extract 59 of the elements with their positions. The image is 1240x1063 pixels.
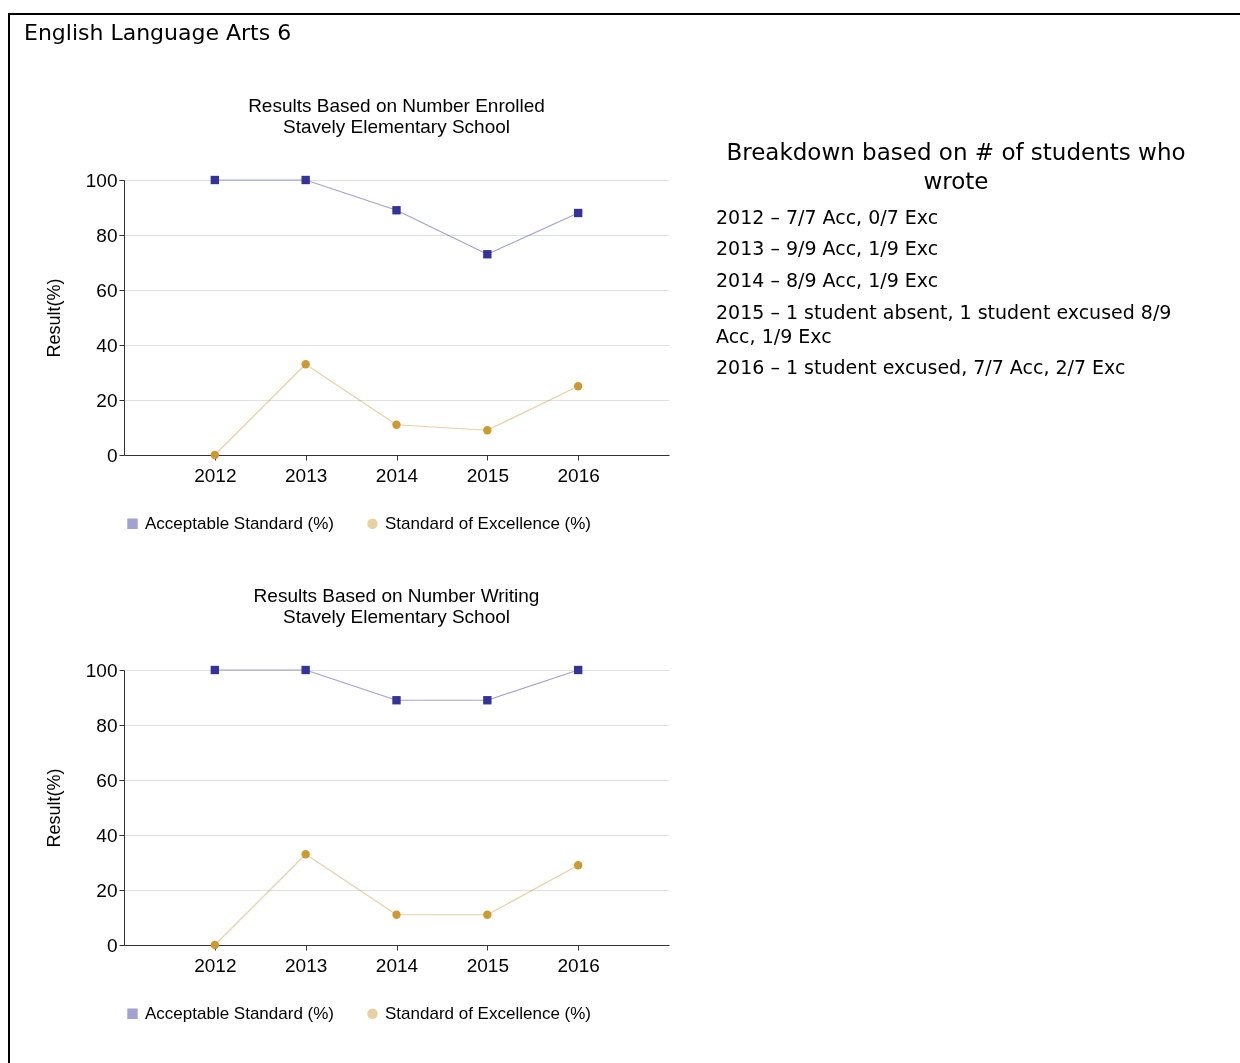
x-tick-label: 2012 bbox=[194, 954, 237, 976]
y-tick-label: 0 bbox=[106, 444, 118, 466]
point bbox=[573, 665, 583, 675]
x-tick-label: 2013 bbox=[285, 954, 328, 976]
x-tick-label: 2013 bbox=[285, 464, 328, 486]
legend-label: Standard of Excellence (%) bbox=[385, 1003, 591, 1023]
y-tick-label: 60 bbox=[96, 279, 118, 301]
x-tick-label: 2015 bbox=[466, 464, 509, 486]
chart-subtitle: Stavely Elementary School bbox=[282, 116, 511, 137]
x-tick-label: 2014 bbox=[375, 464, 419, 486]
point bbox=[573, 208, 583, 218]
y-tick-label: 80 bbox=[96, 224, 118, 246]
point bbox=[483, 696, 492, 705]
point bbox=[210, 450, 220, 460]
chart-subtitle: Stavely Elementary School bbox=[282, 606, 511, 627]
text: English Language Arts 6 bbox=[24, 20, 292, 45]
point bbox=[301, 850, 310, 859]
y-tick-label: 100 bbox=[85, 169, 118, 191]
point bbox=[573, 861, 583, 870]
y-tick-label: 80 bbox=[96, 714, 118, 736]
chart-title: Results Based on Number Enrolled bbox=[248, 95, 545, 116]
x-tick-label: 2016 bbox=[557, 464, 600, 486]
y-tick-label: 0 bbox=[106, 934, 118, 956]
text: 2013 – 9/9 Acc, 1/9 Exc bbox=[716, 237, 940, 261]
point bbox=[483, 910, 492, 919]
point bbox=[392, 206, 401, 215]
legend-label: Standard of Excellence (%) bbox=[385, 513, 591, 533]
point bbox=[301, 665, 310, 675]
point bbox=[573, 382, 583, 391]
y-tick-label: 20 bbox=[96, 879, 118, 901]
y-axis-title: Result(%) bbox=[43, 278, 64, 358]
text: Breakdown based on # of students who wrote bbox=[725, 138, 1187, 196]
point bbox=[483, 426, 492, 435]
x-tick-label: 2014 bbox=[375, 954, 419, 976]
point bbox=[210, 665, 220, 675]
point bbox=[392, 420, 401, 429]
text: 2015 – 1 student absent, 1 student excused 8/9 Acc, 1/9 Exc bbox=[716, 300, 1173, 349]
point bbox=[392, 696, 401, 705]
legend-label: Acceptable Standard (%) bbox=[145, 1003, 334, 1023]
x-tick-label: 2015 bbox=[466, 954, 509, 976]
chart-title: Results Based on Number Writing bbox=[253, 585, 540, 606]
point bbox=[301, 175, 310, 185]
point bbox=[210, 940, 220, 950]
point bbox=[210, 175, 220, 185]
y-tick-label: 40 bbox=[96, 824, 118, 846]
y-tick-label: 20 bbox=[96, 389, 118, 411]
y-tick-label: 60 bbox=[96, 769, 118, 791]
point bbox=[301, 360, 310, 369]
y-axis-title: Result(%) bbox=[43, 768, 64, 848]
text: 2016 – 1 student excused, 7/7 Acc, 2/7 Exc bbox=[716, 356, 1127, 380]
text: 2014 – 8/9 Acc, 1/9 Exc bbox=[716, 269, 940, 293]
text: 2012 – 7/7 Acc, 0/7 Exc bbox=[716, 205, 940, 230]
point bbox=[483, 250, 492, 259]
legend-label: Acceptable Standard (%) bbox=[145, 513, 334, 533]
x-tick-label: 2016 bbox=[557, 954, 600, 976]
x-tick-label: 2012 bbox=[194, 464, 237, 486]
y-tick-label: 100 bbox=[85, 659, 118, 681]
point bbox=[392, 910, 401, 919]
y-tick-label: 40 bbox=[96, 334, 118, 356]
